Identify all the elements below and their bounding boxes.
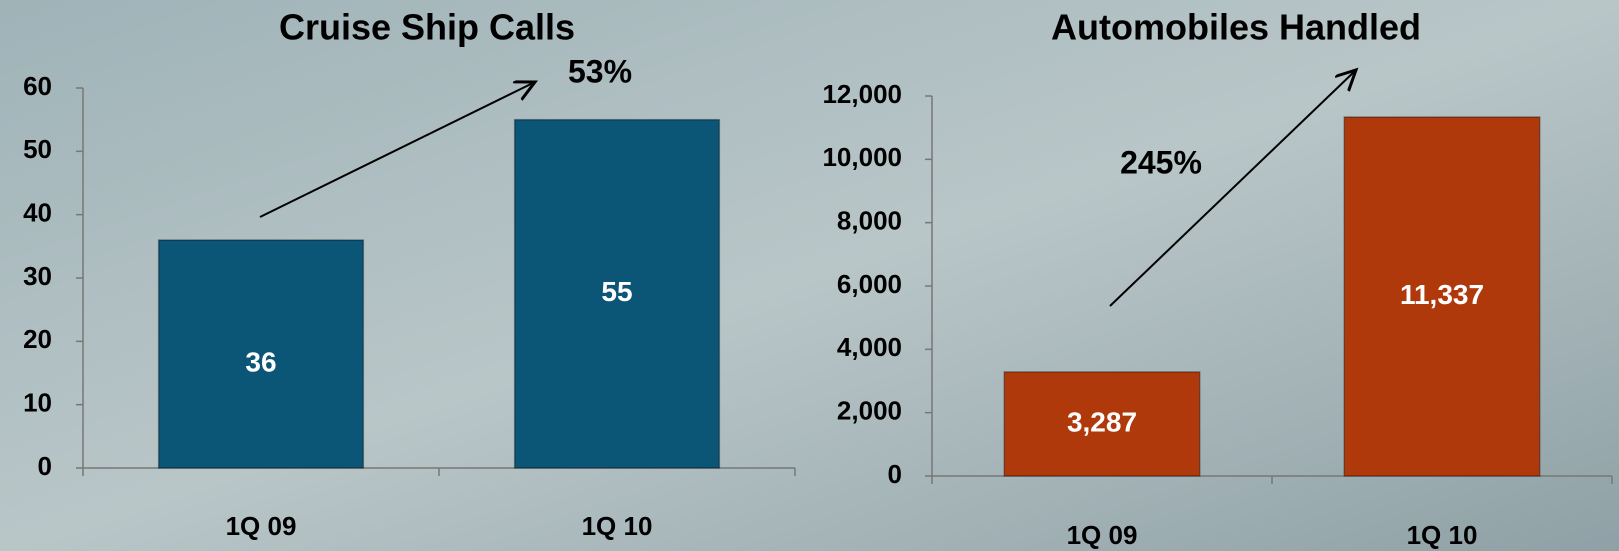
y-tick-label: 2,000 (837, 396, 902, 426)
y-tick-label: 40 (23, 198, 52, 228)
annotation: 53% (568, 53, 632, 89)
growth-arrow (1109, 70, 1356, 307)
value-label: 36 (245, 346, 276, 377)
growth-arrow (259, 82, 535, 218)
value-label: 11,337 (1400, 279, 1484, 310)
annotation: 245% (1120, 144, 1202, 180)
x-tick-label: 1Q 09 (226, 511, 297, 541)
x-tick-label: 1Q 09 (1067, 520, 1138, 550)
x-tick-label: 1Q 10 (582, 511, 653, 541)
y-tick-label: 0 (888, 459, 902, 489)
bar (1343, 116, 1541, 477)
bar (1003, 371, 1201, 477)
y-tick-label: 6,000 (837, 269, 902, 299)
y-tick-label: 50 (23, 134, 52, 164)
value-label: 55 (601, 276, 632, 307)
chart-title: Cruise Ship Calls (279, 7, 575, 48)
y-tick-label: 8,000 (837, 206, 902, 236)
chart-title: Automobiles Handled (1051, 7, 1421, 48)
y-tick-label: 4,000 (837, 332, 902, 362)
x-tick-label: 1Q 10 (1407, 520, 1478, 550)
y-tick-label: 10 (23, 388, 52, 418)
y-tick-label: 0 (38, 451, 52, 481)
y-tick-label: 60 (23, 71, 52, 101)
y-tick-label: 20 (23, 324, 52, 354)
y-tick-label: 30 (23, 261, 52, 291)
bar (157, 239, 365, 469)
bar (513, 118, 721, 469)
y-tick-label: 10,000 (822, 142, 902, 172)
value-label: 3,287 (1067, 406, 1137, 437)
y-tick-label: 12,000 (822, 79, 902, 109)
